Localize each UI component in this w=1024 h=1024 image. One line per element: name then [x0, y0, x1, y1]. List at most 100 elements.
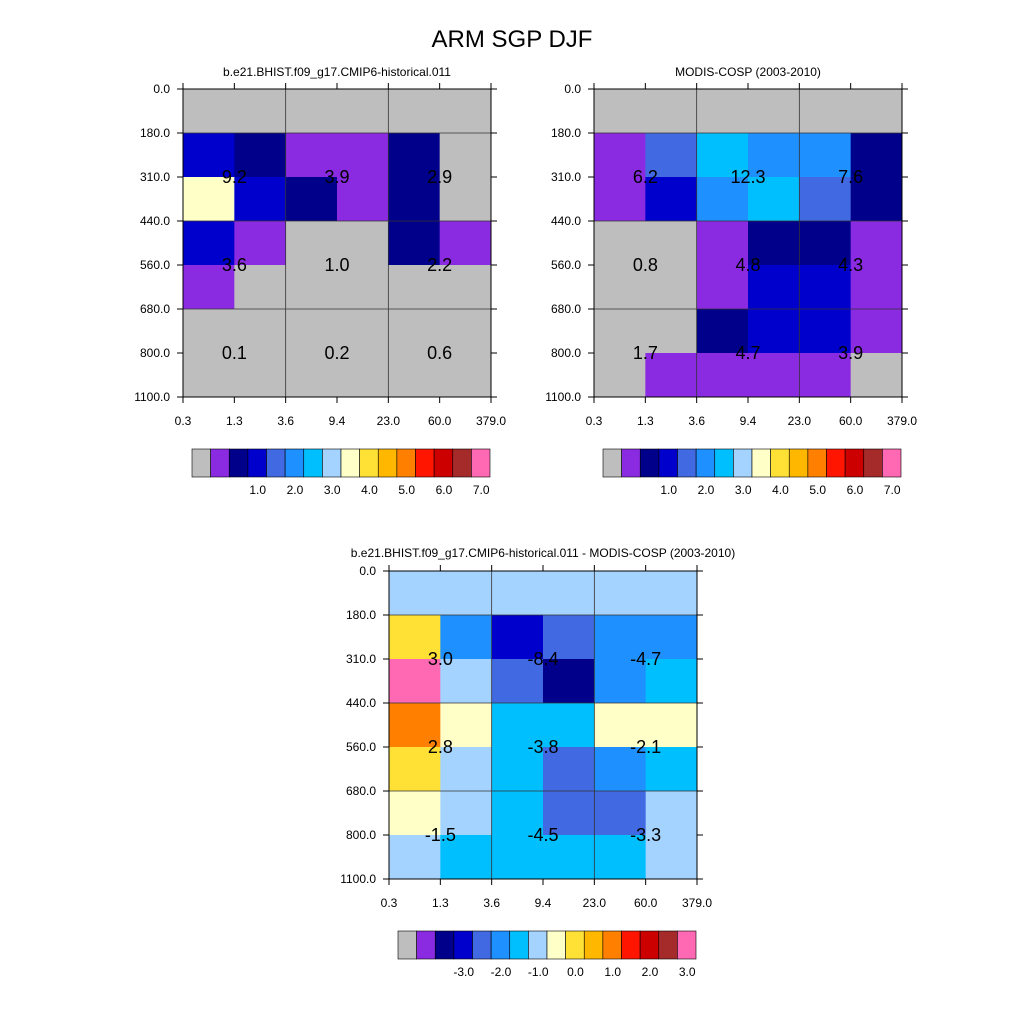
y-tick-label: 440.0 — [551, 214, 581, 228]
heatmap-cell — [439, 221, 492, 266]
heatmap-cell — [645, 133, 698, 178]
cell-value-label: -4.7 — [630, 649, 661, 669]
heatmap-cell — [748, 177, 800, 222]
heatmap-cell — [594, 89, 646, 134]
heatmap-cell — [594, 177, 646, 222]
heatmap-cell — [389, 791, 441, 836]
heatmap-cell — [696, 221, 749, 266]
cell-value-label: 2.8 — [428, 737, 453, 757]
heatmap-cell — [234, 133, 287, 178]
x-tick-label: 60.0 — [428, 414, 452, 428]
heatmap-cell — [183, 309, 235, 354]
y-tick-label: 310.0 — [551, 170, 581, 184]
heatmap-cell — [337, 353, 389, 398]
y-tick-label: 800.0 — [551, 346, 581, 360]
heatmap-cell — [337, 309, 389, 354]
y-tick-label: 1100.0 — [545, 390, 581, 404]
y-tick-label: 560.0 — [346, 740, 376, 754]
colorbar-swatch — [677, 930, 697, 960]
colorbar-label: 6.0 — [436, 483, 453, 497]
colorbar-swatch — [266, 448, 286, 478]
colorbar-label: 7.0 — [884, 483, 901, 497]
x-tick-label: 1.3 — [226, 414, 243, 428]
heatmap-cell — [799, 89, 852, 134]
colorbar-label: 3.0 — [679, 965, 696, 979]
colorbar-swatch — [397, 930, 417, 960]
colorbar-swatch — [602, 930, 622, 960]
heatmap-cell — [850, 89, 903, 134]
heatmap-cell — [285, 133, 338, 178]
x-tick-label: 3.6 — [277, 414, 294, 428]
heatmap-cell — [850, 265, 903, 310]
x-tick-label: 23.0 — [788, 414, 812, 428]
y-tick-label: 180.0 — [551, 126, 581, 140]
heatmap-cell — [645, 89, 698, 134]
heatmap-cell — [440, 835, 493, 880]
heatmap-cell — [183, 177, 235, 222]
x-tick-label: 0.3 — [586, 414, 603, 428]
cell-value-label: -4.5 — [527, 825, 558, 845]
heatmap-cell — [389, 615, 441, 660]
cell-value-label: 4.7 — [735, 343, 760, 363]
heatmap-cell — [645, 221, 698, 266]
heatmap-cell — [285, 353, 338, 398]
colorbar-label: 3.0 — [324, 483, 341, 497]
heatmap-cell — [850, 133, 903, 178]
colorbar-swatch — [639, 448, 660, 478]
colorbar-swatch — [490, 930, 511, 960]
y-tick-label: 560.0 — [140, 258, 170, 272]
heatmap-cell — [645, 835, 698, 880]
colorbar-swatch — [621, 930, 641, 960]
y-tick-label: 310.0 — [140, 170, 170, 184]
cell-value-label: 0.8 — [633, 255, 658, 275]
heatmap-cell — [696, 353, 749, 398]
x-tick-label: 9.4 — [740, 414, 757, 428]
heatmap-cell — [285, 309, 338, 354]
colorbar-swatch — [788, 448, 809, 478]
colorbar-swatch — [284, 448, 305, 478]
x-tick-label: 9.4 — [329, 414, 346, 428]
colorbar-swatch — [359, 448, 379, 478]
heatmap-cell — [337, 265, 389, 310]
colorbar-swatch — [191, 448, 211, 478]
heatmap-cell — [234, 309, 287, 354]
heatmap-cell — [696, 177, 749, 222]
heatmap-cell — [388, 177, 441, 222]
cell-value-label: 1.0 — [324, 255, 349, 275]
heatmap-cell — [440, 703, 493, 748]
heatmap-cell — [850, 353, 903, 398]
colorbar-swatch — [826, 448, 846, 478]
heatmap-cell — [594, 133, 646, 178]
y-tick-label: 680.0 — [551, 302, 581, 316]
heatmap-cell — [543, 615, 595, 660]
heatmap-cell — [645, 265, 698, 310]
heatmap-cell — [183, 353, 235, 398]
colorbar-label: -3.0 — [453, 965, 474, 979]
y-tick-label: 560.0 — [551, 258, 581, 272]
figure-title: ARM SGP DJF — [432, 26, 593, 53]
heatmap-cell — [799, 133, 852, 178]
heatmap-cell — [440, 571, 493, 616]
panel-title: MODIS-COSP (2003-2010) — [675, 65, 821, 79]
heatmap-cell — [645, 659, 698, 704]
heatmap-cell — [234, 89, 287, 134]
heatmap-cell — [594, 791, 647, 836]
heatmap-cell — [389, 835, 441, 880]
colorbar-swatch — [602, 448, 622, 478]
heatmap-cell — [696, 133, 749, 178]
y-tick-label: 680.0 — [140, 302, 170, 316]
colorbar-swatch — [882, 448, 902, 478]
colorbar-swatch — [658, 930, 678, 960]
heatmap-cell — [285, 89, 338, 134]
heatmap-cell — [645, 353, 698, 398]
heatmap-cell — [799, 265, 852, 310]
heatmap-cell — [439, 265, 492, 310]
cell-value-label: 7.6 — [838, 167, 863, 187]
y-tick-label: 440.0 — [140, 214, 170, 228]
heatmap-cell — [799, 309, 852, 354]
colorbar-swatch — [528, 930, 548, 960]
heatmap-cell — [594, 571, 647, 616]
x-tick-label: 9.4 — [535, 896, 552, 910]
heatmap-cell — [491, 615, 544, 660]
